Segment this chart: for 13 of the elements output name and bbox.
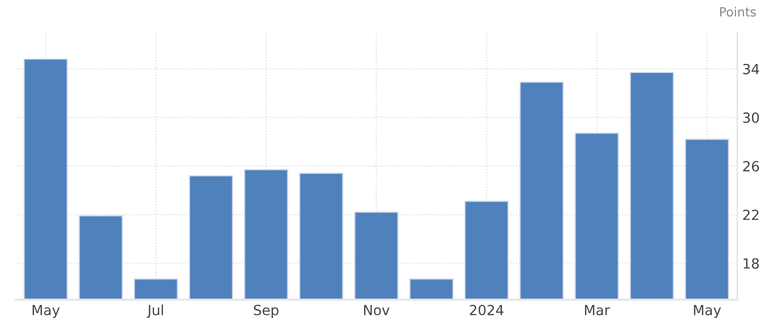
y-tick-label: 22 <box>743 210 758 220</box>
x-tick-label: Nov <box>364 304 390 316</box>
x-tick-label: Jul <box>146 304 163 318</box>
x-tick-label: Mar <box>585 304 610 316</box>
x-tick-label: Sep <box>254 304 278 318</box>
x-tick-label: 2024 <box>470 304 504 316</box>
y-tick-label: 18 <box>744 258 759 269</box>
y-tick-label: 30 <box>743 112 759 123</box>
x-tick-label: May <box>32 304 60 318</box>
y-tick-label: 26 <box>743 161 759 172</box>
y-tick-label: 34 <box>743 64 760 74</box>
x-tick-label: May <box>694 304 721 318</box>
y-axis-title: Points <box>720 6 756 17</box>
